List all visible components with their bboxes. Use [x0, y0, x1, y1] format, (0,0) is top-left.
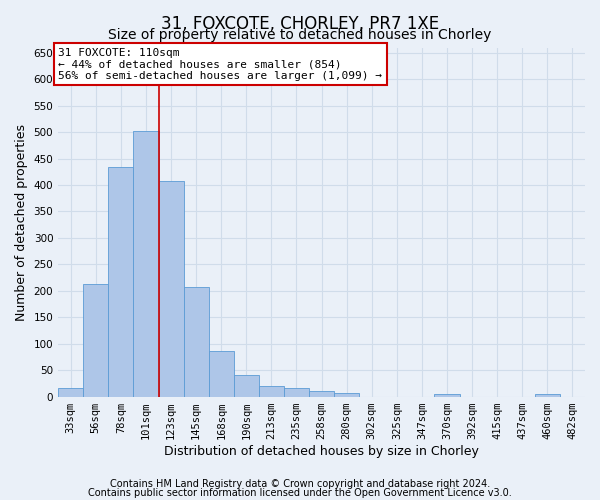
Bar — [309, 391, 334, 396]
Bar — [58, 388, 83, 396]
Bar — [83, 284, 109, 397]
X-axis label: Distribution of detached houses by size in Chorley: Distribution of detached houses by size … — [164, 444, 479, 458]
Bar — [259, 386, 284, 396]
Y-axis label: Number of detached properties: Number of detached properties — [15, 124, 28, 320]
Bar — [284, 388, 309, 396]
Bar — [133, 130, 158, 396]
Text: Contains public sector information licensed under the Open Government Licence v3: Contains public sector information licen… — [88, 488, 512, 498]
Bar — [158, 181, 184, 396]
Bar — [535, 394, 560, 396]
Text: 31 FOXCOTE: 110sqm
← 44% of detached houses are smaller (854)
56% of semi-detach: 31 FOXCOTE: 110sqm ← 44% of detached hou… — [58, 48, 382, 80]
Bar — [109, 166, 133, 396]
Bar — [434, 394, 460, 396]
Bar — [184, 286, 209, 397]
Text: Size of property relative to detached houses in Chorley: Size of property relative to detached ho… — [109, 28, 491, 42]
Bar — [209, 351, 234, 397]
Bar — [234, 376, 259, 396]
Text: Contains HM Land Registry data © Crown copyright and database right 2024.: Contains HM Land Registry data © Crown c… — [110, 479, 490, 489]
Text: 31, FOXCOTE, CHORLEY, PR7 1XE: 31, FOXCOTE, CHORLEY, PR7 1XE — [161, 15, 439, 33]
Bar — [334, 394, 359, 396]
